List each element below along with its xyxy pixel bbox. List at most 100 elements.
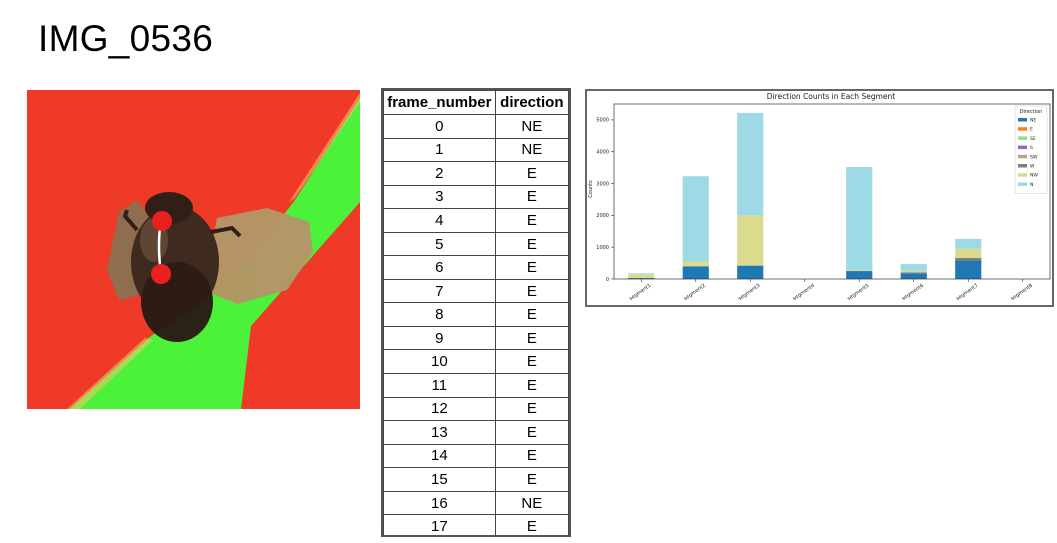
table-row: 16 NE — [383, 490, 569, 516]
direction-cell: E — [494, 420, 569, 445]
direction-counts-chart: Direction Counts in Each Segment 0 1000 20… — [588, 92, 1051, 302]
frame-number-cell: 13 — [383, 420, 496, 445]
column-header-direction: direction — [494, 90, 569, 115]
bar-segment-nw-segment5 — [846, 270, 873, 272]
slide-title: IMG_0536 — [38, 18, 214, 59]
x-tick-label: segment3 — [737, 283, 761, 302]
legend-swatch-s — [1018, 145, 1027, 150]
frame-number-cell: 2 — [383, 161, 496, 186]
x-tick-label: segment6 — [901, 283, 925, 302]
y-tick-label: 0 — [606, 277, 609, 283]
legend-label-nw: NW — [1030, 173, 1038, 179]
direction-chart-panel: Direction Counts in Each Segment 0 1000 20… — [585, 89, 1054, 307]
x-tick-label: segment5 — [846, 283, 870, 302]
bar-segment-n-segment6 — [900, 264, 927, 271]
fly-leg — [122, 209, 139, 232]
direction-cell: E — [494, 255, 569, 280]
frame-number-cell: 6 — [383, 255, 496, 280]
bar-segment-nw-segment7 — [955, 248, 982, 258]
bar-segment-ne-segment1 — [628, 278, 655, 279]
bar-segment-n-segment1 — [628, 273, 655, 275]
table-row: 12 E — [383, 396, 569, 422]
frame-number-cell: 15 — [383, 467, 496, 492]
bar-segment-nw-segment2 — [682, 261, 709, 267]
direction-cell: NE — [494, 114, 569, 139]
direction-cell: E — [494, 184, 569, 210]
frame-number-cell: 1 — [383, 137, 496, 163]
frame-number-cell: 16 — [383, 490, 496, 516]
legend-label-w: W — [1030, 164, 1035, 170]
legend-label-s: S — [1030, 145, 1033, 151]
direction-cell: E — [494, 373, 569, 398]
table-row: 0 NE — [383, 114, 569, 139]
bar-segment-ne-segment3 — [737, 265, 764, 279]
direction-cell: E — [494, 208, 569, 233]
stripe-edge-left — [67, 338, 153, 409]
x-tick-label: segment1 — [628, 283, 652, 302]
frame-number-cell: 12 — [383, 396, 496, 422]
head-marker — [152, 211, 172, 231]
fly-leg — [210, 225, 242, 238]
y-axis-label: Counts — [588, 180, 594, 198]
direction-cell: E — [494, 396, 569, 422]
fly-wing — [203, 208, 313, 304]
x-tick-label: segment7 — [955, 283, 979, 302]
frame-number-cell: 14 — [383, 443, 496, 469]
frame-number-cell: 11 — [383, 373, 496, 398]
direction-cell: E — [494, 278, 569, 304]
direction-cell: E — [494, 443, 569, 469]
bar-segment-n-segment7 — [955, 238, 982, 249]
bar-segment-nw-segment6 — [900, 270, 927, 273]
frame-direction-table-frame: frame_number direction 0 NE 1 NE 2 E 3 E 4 E 5 E 6 E 7… — [381, 88, 571, 537]
fly — [107, 192, 313, 342]
legend-title: Direction — [1020, 109, 1043, 115]
table-row: 17 E — [383, 514, 569, 535]
y-tick-label: 1000 — [596, 245, 609, 251]
y-tick-label: 3000 — [596, 181, 609, 187]
direction-cell: E — [494, 349, 569, 375]
direction-cell: E — [494, 161, 569, 186]
frame-number-cell: 7 — [383, 278, 496, 304]
table-row: 10 E — [383, 349, 569, 375]
frame-number-cell: 17 — [383, 514, 496, 535]
tail-marker — [151, 264, 171, 284]
bar-segment-w-segment6 — [900, 272, 927, 274]
stripe-edge-right — [289, 93, 360, 202]
y-tick-label: 4000 — [596, 150, 609, 156]
direction-cell: E — [494, 467, 569, 492]
legend-swatch-w — [1018, 164, 1027, 168]
direction-cell: E — [494, 302, 569, 327]
frame-number-cell: 9 — [383, 325, 496, 351]
bar-segment-n-segment5 — [846, 167, 873, 271]
table-row: 11 E — [383, 373, 569, 398]
direction-cell: NE — [494, 490, 569, 516]
legend-swatch-se — [1018, 136, 1027, 140]
legend-swatch-sw — [1018, 154, 1027, 159]
table-row: 1 NE — [383, 137, 569, 163]
bar-segment-nw-segment3 — [737, 215, 764, 266]
chart-title: Direction Counts in Each Segment — [767, 92, 895, 101]
legend-label-n: N — [1030, 182, 1033, 188]
frame-direction-table: frame_number direction 0 NE 1 NE 2 E 3 E 4 E 5 E 6 E 7… — [383, 90, 569, 535]
frame-number-cell: 8 — [383, 302, 496, 327]
bar-segment-ne-segment5 — [846, 271, 873, 279]
x-tick-label: segment8 — [1010, 283, 1034, 302]
legend-label-se: SE — [1030, 136, 1036, 142]
legend-label-sw: SW — [1030, 154, 1038, 160]
x-tick-label: segment2 — [683, 283, 707, 302]
x-tick-label: segment4 — [792, 283, 816, 302]
table-row: 13 E — [383, 420, 569, 445]
y-tick-label: 2000 — [596, 213, 609, 219]
table-header-row: frame_number direction — [383, 90, 569, 115]
bar-segment-n-segment3 — [737, 112, 764, 216]
direction-cell: E — [494, 514, 569, 535]
legend-label-ne: NE — [1030, 118, 1036, 124]
column-header-frame-number: frame_number — [383, 90, 496, 115]
table-row: 15 E — [383, 467, 569, 492]
table-row: 14 E — [383, 443, 569, 469]
